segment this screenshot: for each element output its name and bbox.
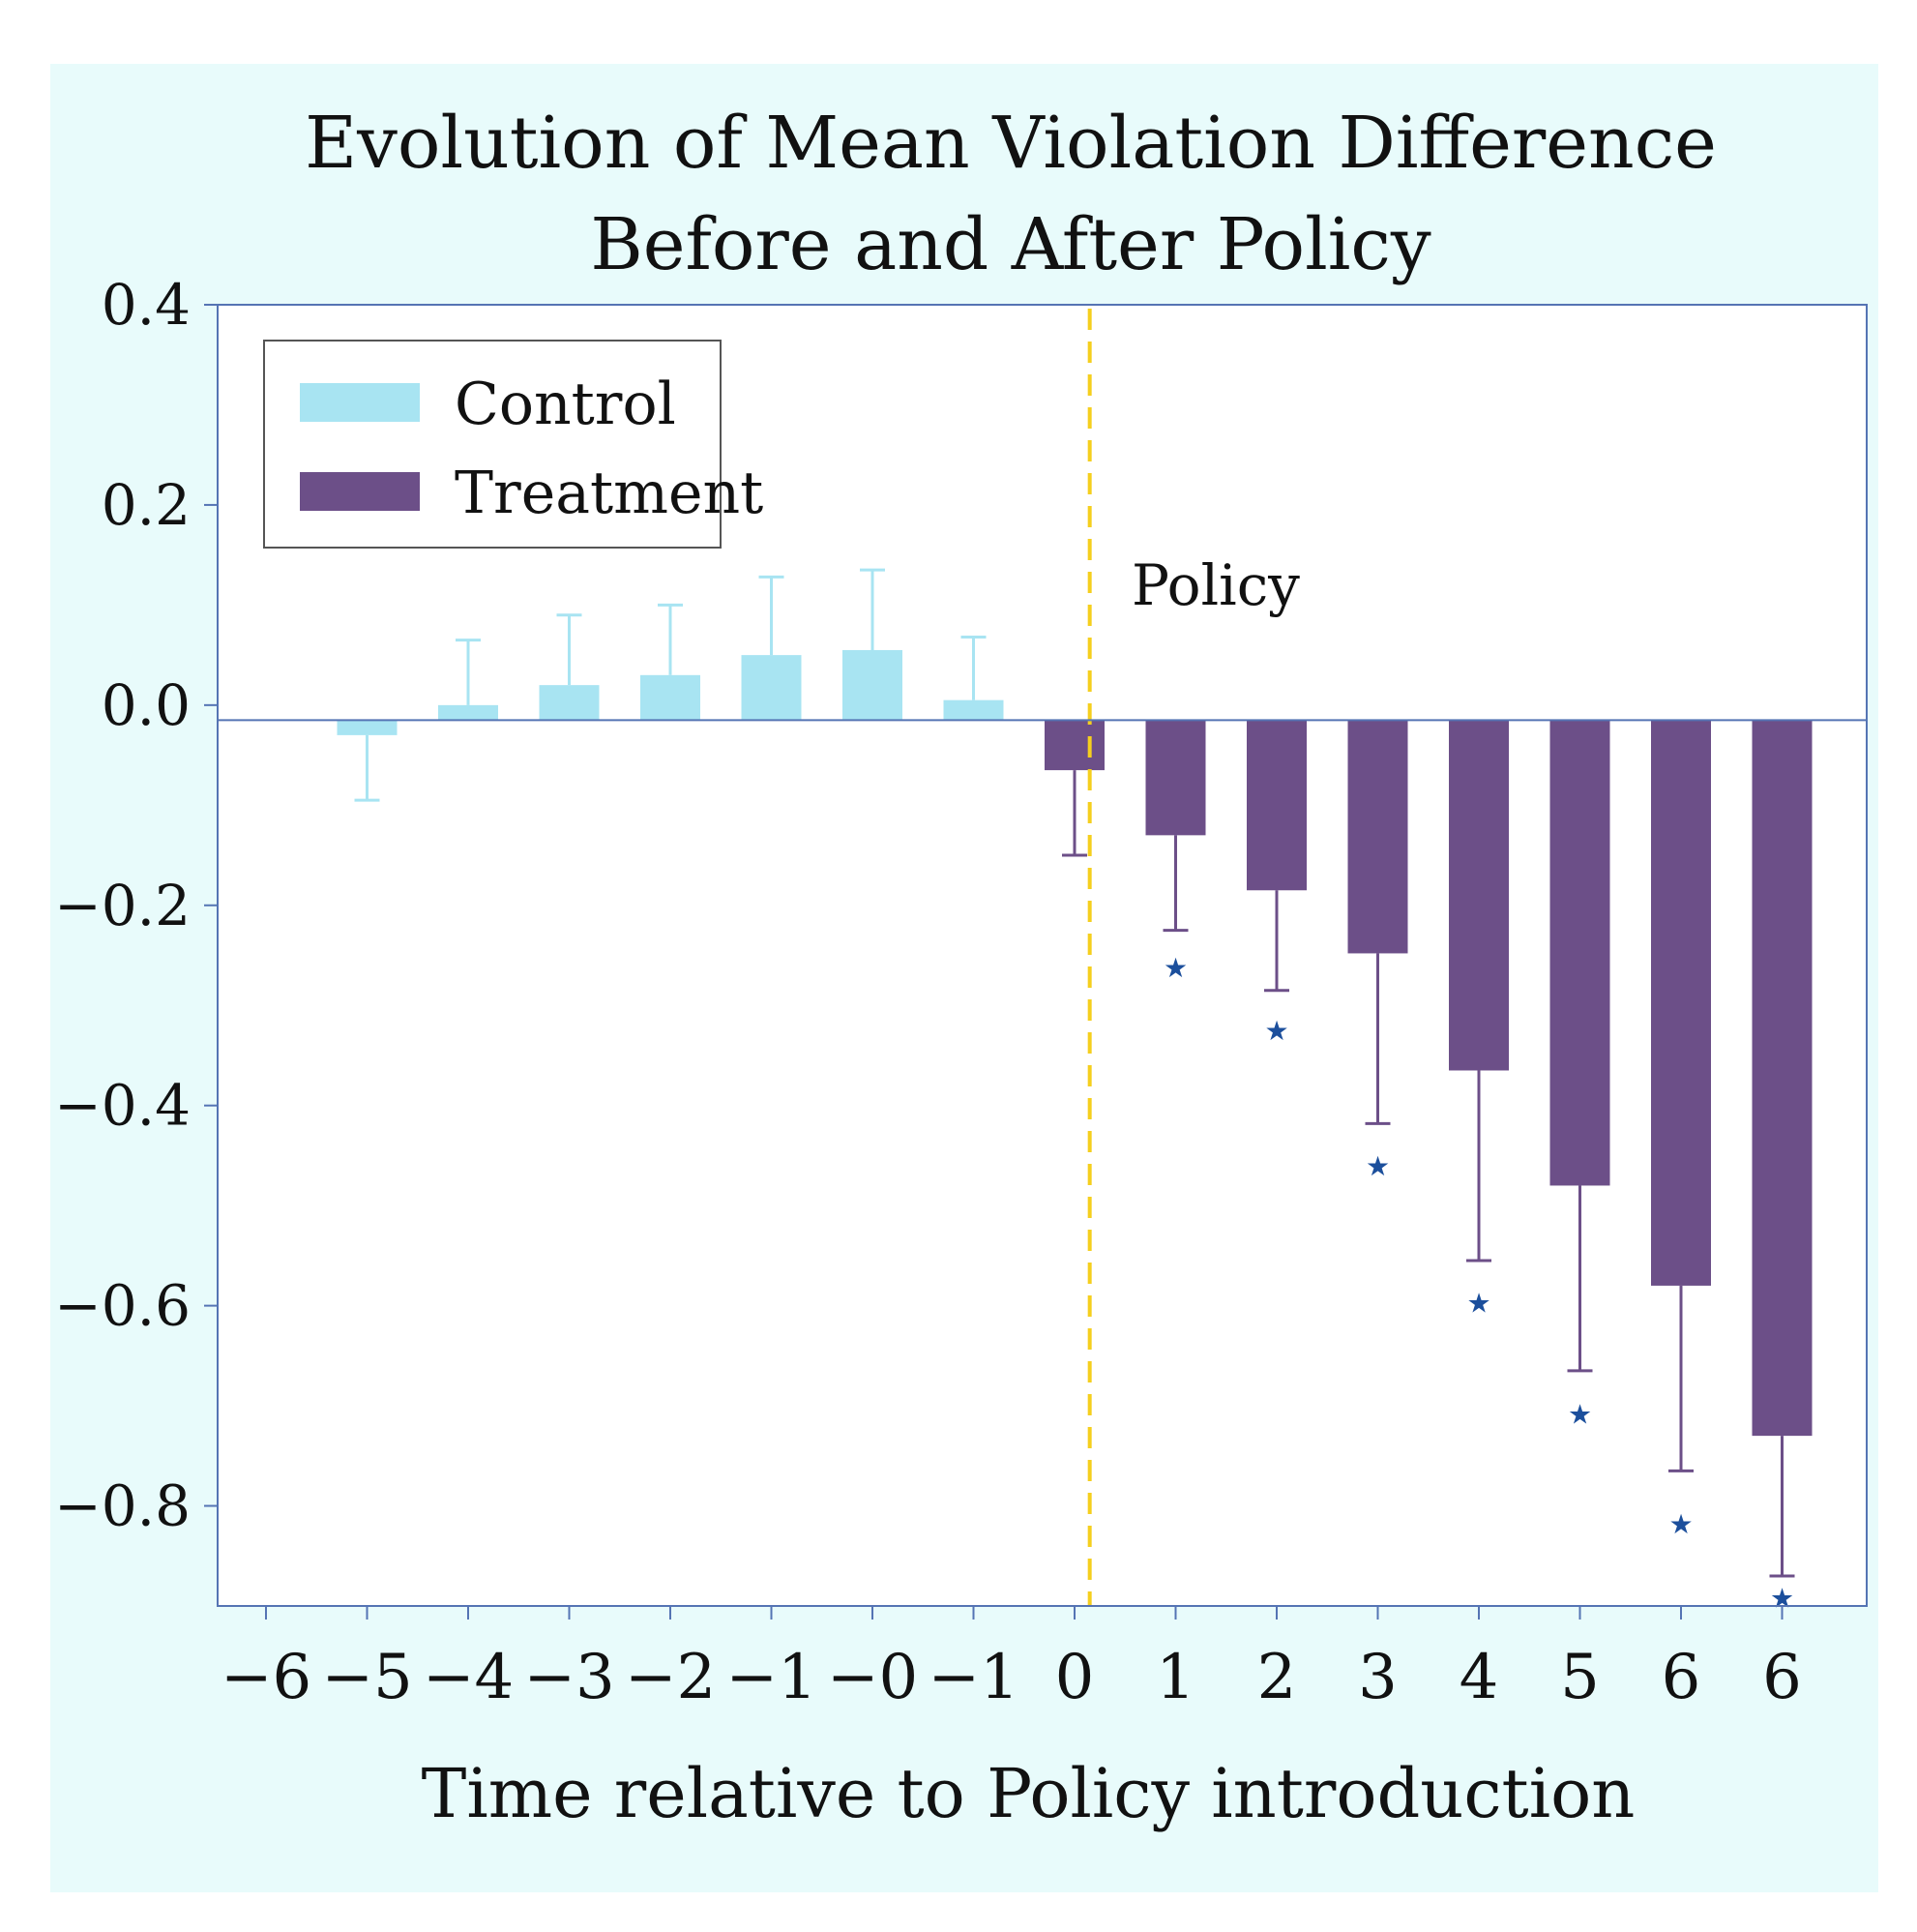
legend-label-treatment: Treatment bbox=[455, 460, 763, 527]
y-axis: 0.4 0.2 0.0 −0.2 −0.4 −0.6 −0.8 bbox=[54, 272, 218, 1539]
y-tick-label: −0.6 bbox=[54, 1273, 191, 1339]
x-tick-label: −1 bbox=[725, 1642, 816, 1713]
y-tick-label: −0.8 bbox=[54, 1473, 191, 1539]
significance-star: ★ bbox=[1568, 1398, 1592, 1430]
bars bbox=[337, 649, 1813, 1437]
bar-treatment bbox=[1347, 720, 1408, 954]
bar-control bbox=[741, 655, 802, 721]
x-tick-label: −2 bbox=[625, 1642, 716, 1713]
legend-label-control: Control bbox=[455, 371, 676, 438]
x-tick-label: 4 bbox=[1460, 1642, 1499, 1713]
x-tick-label: −0 bbox=[827, 1642, 918, 1713]
y-tick-label: −0.2 bbox=[54, 873, 191, 938]
significance-star: ★ bbox=[1164, 952, 1188, 984]
bar-control bbox=[337, 720, 398, 735]
x-tick-label: 0 bbox=[1055, 1642, 1095, 1713]
legend: Control Treatment bbox=[263, 340, 763, 549]
bar-control bbox=[438, 704, 498, 721]
significance-stars: ★★★★★★★ bbox=[1164, 952, 1794, 1615]
plot-frame bbox=[217, 304, 1868, 1607]
significance-star: ★ bbox=[1668, 1508, 1693, 1540]
legend-box bbox=[263, 340, 722, 549]
y-tick-label: 0.2 bbox=[102, 472, 191, 538]
x-tick-label: −5 bbox=[321, 1642, 412, 1713]
x-tick-label: −1 bbox=[928, 1642, 1018, 1713]
bar-treatment bbox=[1549, 720, 1610, 1186]
x-tick-label: −4 bbox=[423, 1642, 514, 1713]
x-tick-label: 6 bbox=[1662, 1642, 1701, 1713]
bar-treatment bbox=[1449, 720, 1509, 1071]
y-tick-label: 0.0 bbox=[102, 672, 191, 738]
y-tick-label: 0.4 bbox=[102, 272, 191, 338]
policy-label: Policy bbox=[1132, 552, 1300, 618]
x-tick-label: 5 bbox=[1560, 1642, 1600, 1713]
significance-star: ★ bbox=[1366, 1150, 1390, 1182]
x-axis-label: Time relative to Policy introduction bbox=[422, 1754, 1636, 1833]
bar-control bbox=[842, 649, 902, 721]
legend-swatch-control bbox=[300, 383, 420, 422]
error-bars bbox=[354, 568, 1795, 1578]
x-tick-label: 6 bbox=[1762, 1642, 1802, 1713]
x-tick-label: −6 bbox=[221, 1642, 311, 1713]
bar-control bbox=[539, 685, 600, 721]
legend-swatch-treatment bbox=[300, 472, 420, 511]
bar-control bbox=[943, 699, 1004, 721]
bar-treatment bbox=[1651, 720, 1711, 1286]
chart-title-line-1: Evolution of Mean Violation Difference bbox=[305, 102, 1717, 185]
y-tick-label: −0.4 bbox=[54, 1073, 191, 1139]
bar-treatment bbox=[1752, 720, 1813, 1437]
bar-treatment bbox=[1045, 720, 1105, 771]
significance-star: ★ bbox=[1466, 1288, 1490, 1320]
bar-control bbox=[640, 674, 700, 721]
bar-treatment bbox=[1247, 720, 1307, 891]
chart-title-line-2: Before and After Policy bbox=[590, 203, 1431, 286]
significance-star: ★ bbox=[1264, 1015, 1288, 1047]
x-tick-label: −3 bbox=[523, 1642, 614, 1713]
x-tick-label: 1 bbox=[1156, 1642, 1195, 1713]
x-tick-label: 2 bbox=[1257, 1642, 1297, 1713]
x-tick-label: 3 bbox=[1358, 1642, 1398, 1713]
bar-treatment bbox=[1145, 720, 1206, 836]
x-axis: −6 −5 −4 −3 −2 −1 −0 −1 0 1 2 3 4 5 6 6 bbox=[221, 1606, 1802, 1713]
